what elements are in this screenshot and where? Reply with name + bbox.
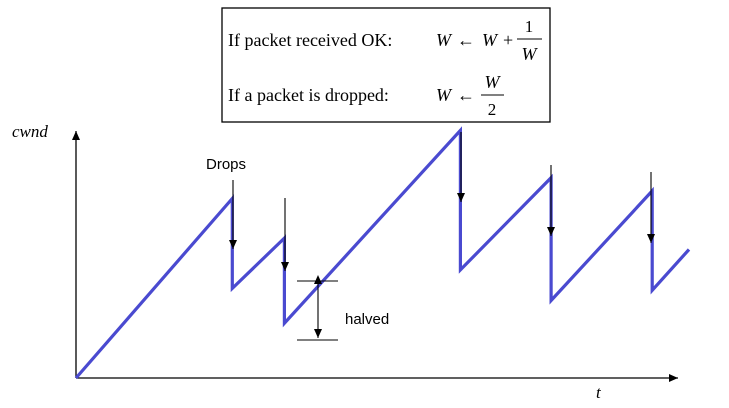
x-axis-label: t: [596, 383, 602, 402]
rule-drop-condition: If a packet is dropped:: [228, 85, 389, 105]
rule-drop-arrow: ←: [457, 85, 475, 105]
rule-drop-lhs: W: [436, 85, 453, 105]
rule-ok-rhs-term: W: [482, 30, 499, 50]
drops-label: Drops: [206, 156, 246, 173]
halved-label: halved: [345, 311, 389, 328]
rule-ok-lhs: W: [436, 30, 453, 50]
rule-drop-denominator: 2: [488, 100, 497, 119]
rule-ok-arrow: ←: [457, 30, 475, 50]
rule-ok-plus: +: [503, 30, 513, 50]
rule-ok-condition: If packet received OK:: [228, 30, 392, 50]
rule-drop-numerator: W: [485, 72, 502, 92]
rule-ok-denominator: W: [522, 44, 539, 64]
rules-box: If packet received OK: W ← W + 1 W If a …: [222, 8, 550, 122]
congestion-window-line: [76, 130, 689, 378]
y-axis-label: cwnd: [12, 122, 48, 141]
rule-ok-numerator: 1: [525, 17, 534, 36]
halved-indicator: halved: [297, 281, 389, 340]
axes: cwnd t: [12, 122, 678, 402]
